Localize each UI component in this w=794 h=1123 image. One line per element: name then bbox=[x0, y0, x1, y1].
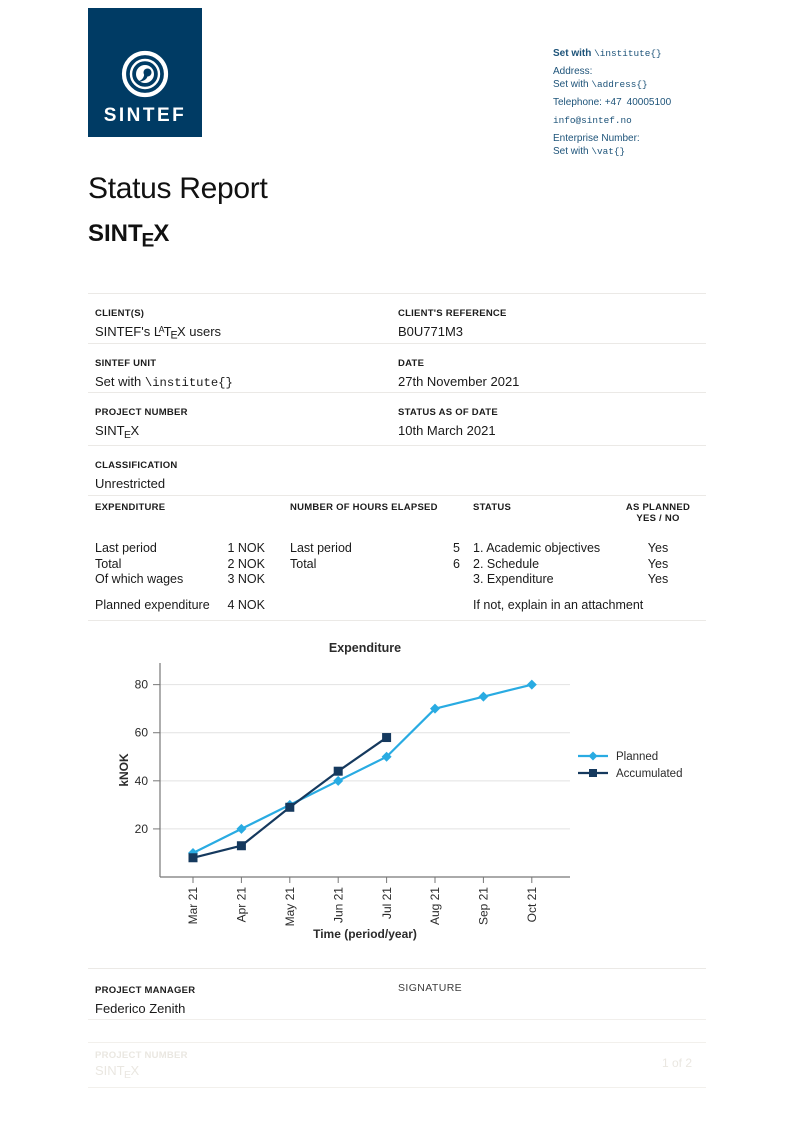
status-date-label: STATUS AS OF DATE bbox=[398, 407, 498, 418]
status-note: If not, explain in an attachment bbox=[473, 598, 644, 612]
planned-expenditure-row: Planned expenditure 4 NOK bbox=[95, 598, 265, 612]
hours-rows: Last period 5 Total 6 bbox=[290, 541, 460, 572]
table-row: 3. Expenditure bbox=[473, 572, 554, 586]
svg-text:Jun 21: Jun 21 bbox=[331, 887, 345, 923]
table-row: Total 2 NOK bbox=[95, 556, 265, 571]
as-planned-header: AS PLANNED YES / NO bbox=[625, 502, 691, 524]
enterprise-value: Set with \vat{} bbox=[553, 146, 626, 157]
table-row: 2. Schedule bbox=[473, 556, 540, 571]
chart-ylabel: kNOK bbox=[117, 753, 131, 787]
enterprise-block: Enterprise Number: Set with \vat{} bbox=[553, 132, 773, 158]
status-date-value: 10th March 2021 bbox=[398, 423, 496, 438]
date-value: 27th November 2021 bbox=[398, 374, 520, 389]
date-label: DATE bbox=[398, 358, 425, 369]
classification-value: Unrestricted bbox=[95, 476, 166, 491]
footer-project-number-value: SINTEX bbox=[95, 1063, 140, 1081]
table-row: Last period 5 bbox=[290, 541, 460, 555]
svg-text:May 21: May 21 bbox=[283, 887, 297, 927]
page-title: Status Report bbox=[88, 172, 268, 205]
footer-project-number-label: PROJECT NUMBER bbox=[95, 1050, 188, 1061]
table-row: 1. Academic objectives bbox=[473, 541, 601, 555]
client-value: SINTEF's LATEX users bbox=[95, 324, 222, 342]
status-header: STATUS bbox=[473, 502, 512, 513]
page-number: 1 of 2 bbox=[661, 1056, 692, 1070]
address-value: Set with \address{} bbox=[553, 79, 648, 90]
svg-text:Jul 21: Jul 21 bbox=[380, 887, 394, 919]
enterprise-label: Enterprise Number: bbox=[553, 133, 640, 144]
table-row: Of which wages 3 NOK bbox=[95, 572, 265, 586]
email-line: info@sintef.no bbox=[553, 115, 632, 126]
svg-text:Sep 21: Sep 21 bbox=[477, 887, 491, 925]
hours-header: NUMBER OF HOURS ELAPSED bbox=[290, 502, 438, 513]
sintef-unit-label: SINTEF UNIT bbox=[95, 358, 157, 369]
svg-text:Aug 21: Aug 21 bbox=[428, 887, 442, 925]
sintef-logo: SINTEF bbox=[88, 8, 202, 137]
table-row: Last period 1 NOK bbox=[95, 541, 265, 555]
svg-text:80: 80 bbox=[135, 678, 149, 692]
address-label: Address: bbox=[553, 66, 593, 77]
info-row-client: CLIENT(S) SINTEF's LATEX users CLIENT'S … bbox=[88, 293, 706, 343]
info-row-unit-date: SINTEF UNIT Set with \institute{} DATE 2… bbox=[88, 343, 706, 392]
client-reference-value: B0U771M3 bbox=[398, 324, 464, 339]
contact-info: Set with \institute{} Address: Set with … bbox=[553, 47, 773, 163]
project-number-label: PROJECT NUMBER bbox=[95, 407, 188, 418]
classification-label: CLASSIFICATION bbox=[95, 460, 178, 471]
project-manager-label: PROJECT MANAGER bbox=[95, 985, 196, 996]
svg-text:Apr 21: Apr 21 bbox=[235, 887, 249, 923]
svg-text:Oct 21: Oct 21 bbox=[525, 887, 539, 923]
info-row-classification: CLASSIFICATION Unrestricted bbox=[88, 445, 706, 495]
client-label: CLIENT(S) bbox=[95, 308, 145, 319]
chart-title: Expenditure bbox=[329, 641, 401, 655]
svg-text:40: 40 bbox=[135, 774, 149, 788]
signature-label: SIGNATURE bbox=[398, 982, 463, 994]
sintef-logo-text: SINTEF bbox=[103, 105, 187, 126]
status-rows: 1. Academic objectives 2. Schedule 3. Ex… bbox=[473, 541, 683, 588]
expenditure-rows: Last period 1 NOK Total 2 NOK Of which wag… bbox=[95, 541, 265, 588]
as-planned-rows: Yes Yes Yes bbox=[613, 541, 703, 588]
expenditure-table: EXPENDITURE NUMBER OF HOURS ELAPSED STAT… bbox=[88, 497, 706, 621]
signature-section: PROJECT MANAGER Federico Zenith SIGNATUR… bbox=[88, 968, 706, 1020]
expenditure-chart: 20 40 60 80 Mar 21 Apr 21 May 21 Jun 21 Jul 21 Au… bbox=[117, 641, 682, 941]
telephone-line: Telephone: +47 40005100 bbox=[553, 97, 672, 108]
sintef-logo-icon bbox=[121, 50, 169, 98]
project-info-table: CLIENT(S) SINTEF's LATEX users CLIENT'S … bbox=[88, 293, 706, 496]
info-row-project-status: PROJECT NUMBER SINTEX STATUS AS OF DATE … bbox=[88, 392, 706, 445]
client-reference-label: CLIENT'S REFERENCE bbox=[398, 308, 507, 319]
table-row: Yes bbox=[647, 572, 669, 586]
page-footer: PROJECT NUMBER SINTEX 1 of 2 bbox=[88, 1042, 706, 1088]
expenditure-header: EXPENDITURE bbox=[95, 502, 166, 513]
institute-line: Set with \institute{} bbox=[553, 48, 662, 59]
address-block: Address: Set with \address{} bbox=[553, 65, 773, 91]
svg-text:Mar 21: Mar 21 bbox=[186, 887, 200, 925]
table-row: Total 6 bbox=[290, 556, 460, 571]
svg-text:20: 20 bbox=[135, 822, 149, 836]
svg-text:60: 60 bbox=[135, 726, 149, 740]
table-row: Yes bbox=[647, 556, 669, 571]
table-row: Yes bbox=[647, 541, 669, 555]
legend-label: Accumulated bbox=[616, 768, 682, 780]
project-logo-title: SINTEX bbox=[88, 220, 170, 252]
legend-label: Planned bbox=[616, 751, 658, 763]
chart-xlabel: Time (period/year) bbox=[313, 927, 417, 941]
sintef-unit-value: Set with \institute{} bbox=[95, 374, 233, 390]
project-number-value: SINTEX bbox=[95, 423, 140, 441]
project-manager-name: Federico Zenith bbox=[95, 1001, 186, 1016]
